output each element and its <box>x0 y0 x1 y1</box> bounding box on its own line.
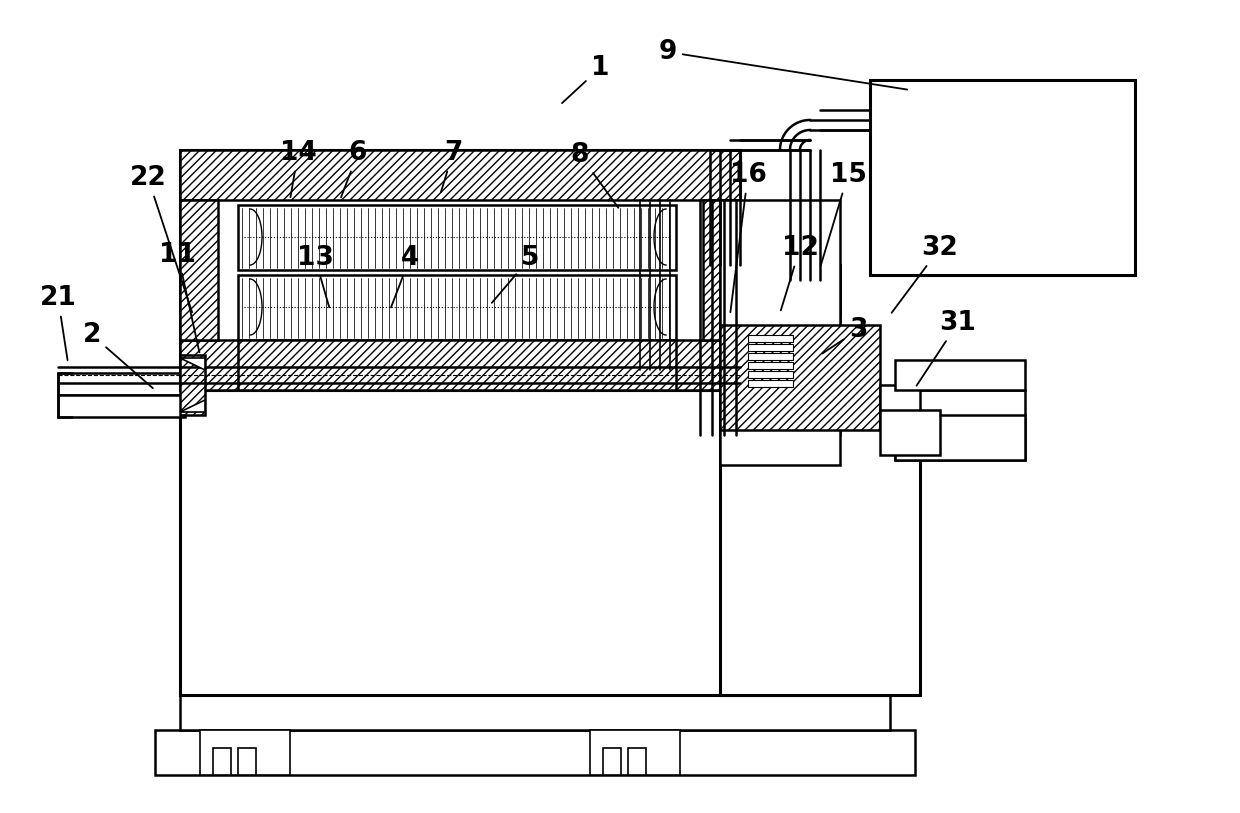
Text: 8: 8 <box>570 142 619 208</box>
Bar <box>800 325 839 435</box>
Bar <box>748 335 794 342</box>
Bar <box>895 390 1025 460</box>
Bar <box>748 371 794 378</box>
Bar <box>880 385 920 430</box>
Bar <box>720 390 920 695</box>
Bar <box>720 325 880 430</box>
Bar <box>213 748 231 775</box>
Text: 22: 22 <box>130 165 192 312</box>
Bar <box>180 150 740 200</box>
Text: 7: 7 <box>441 140 463 193</box>
Bar <box>603 748 621 775</box>
Bar <box>200 730 290 775</box>
Text: 12: 12 <box>781 235 818 311</box>
Bar <box>58 373 185 395</box>
Text: 2: 2 <box>83 322 153 388</box>
Bar <box>180 355 205 415</box>
Bar <box>720 200 839 465</box>
Text: 14: 14 <box>280 140 316 198</box>
Polygon shape <box>180 400 205 412</box>
Bar <box>58 395 185 417</box>
Text: 11: 11 <box>160 242 200 352</box>
Bar <box>720 325 760 435</box>
Bar <box>870 80 1135 275</box>
Text: 5: 5 <box>492 245 539 303</box>
Text: 16: 16 <box>729 162 766 312</box>
Bar <box>238 340 676 390</box>
Text: 15: 15 <box>821 162 867 265</box>
Text: 4: 4 <box>391 245 419 307</box>
Text: 6: 6 <box>341 140 367 198</box>
Text: 9: 9 <box>658 39 908 89</box>
Text: 31: 31 <box>916 310 976 385</box>
Bar <box>880 410 940 455</box>
Polygon shape <box>180 358 205 370</box>
Bar <box>895 415 1025 460</box>
Bar <box>238 275 676 340</box>
Text: 32: 32 <box>892 235 959 313</box>
Bar <box>895 360 1025 390</box>
Bar <box>180 200 218 340</box>
Bar <box>720 325 839 375</box>
Bar <box>590 730 680 775</box>
Bar <box>180 390 895 695</box>
Bar <box>180 340 740 390</box>
Bar <box>748 353 794 360</box>
Bar <box>627 748 646 775</box>
Bar <box>238 205 676 270</box>
Bar <box>755 265 839 315</box>
Text: 1: 1 <box>562 55 609 103</box>
Text: 21: 21 <box>40 285 77 360</box>
Bar <box>748 362 794 369</box>
Bar <box>720 265 839 325</box>
Bar <box>748 380 794 387</box>
Bar <box>180 150 740 390</box>
Bar <box>703 200 740 340</box>
Bar <box>238 748 255 775</box>
Bar <box>748 344 794 351</box>
Bar <box>180 695 890 730</box>
Bar <box>155 730 915 775</box>
Text: 3: 3 <box>822 317 867 354</box>
Text: 13: 13 <box>296 245 334 307</box>
